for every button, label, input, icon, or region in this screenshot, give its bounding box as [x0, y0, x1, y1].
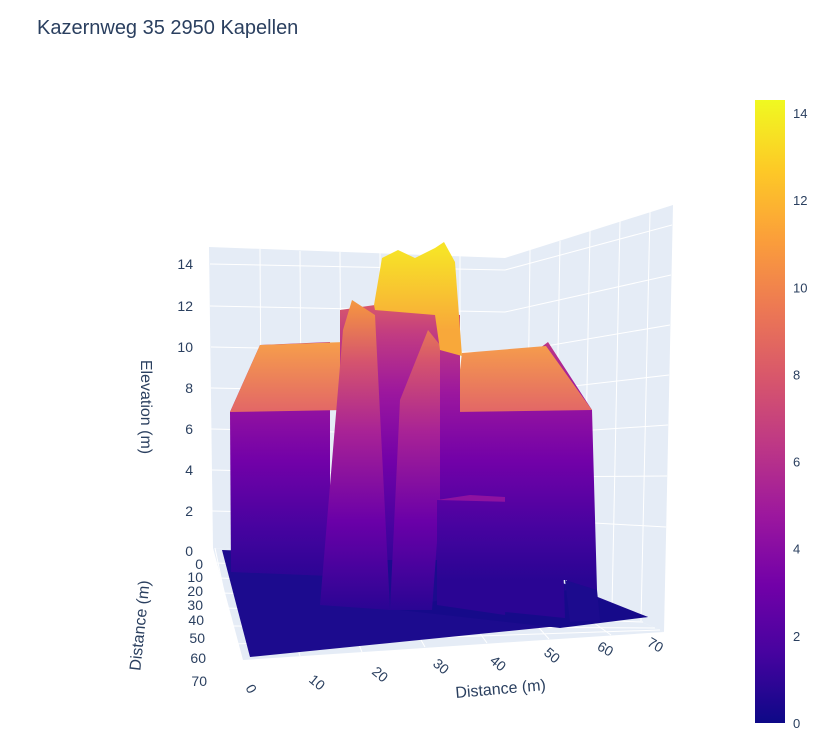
z-axis-title: Elevation (m) [137, 360, 154, 454]
front-tower-right [390, 330, 440, 610]
colorbar-tick: 4 [793, 542, 800, 557]
y-tick: 50 [189, 630, 205, 646]
right-wing-roof [455, 346, 592, 412]
left-wing-roof [230, 342, 345, 412]
z-tick: 4 [185, 462, 193, 478]
ridge-block [374, 242, 462, 356]
y-tick: 70 [191, 673, 207, 689]
colorbar-tick: 14 [793, 106, 807, 121]
gap-shadow [565, 580, 600, 622]
z-axis-ticks: 14 12 10 8 6 4 2 0 [177, 256, 193, 559]
y-tick: 40 [188, 612, 204, 628]
chart-title: Kazernweg 35 2950 Kapellen [37, 17, 298, 39]
z-tick: 12 [177, 298, 193, 314]
colorbar-tick: 0 [793, 716, 800, 731]
x-axis-title: Distance (m) [455, 677, 547, 702]
colorbar-tick: 10 [793, 280, 807, 295]
y-tick: 20 [187, 583, 203, 599]
front-right-face [505, 470, 565, 618]
y-tick: 60 [190, 650, 206, 666]
z-tick: 10 [177, 339, 193, 355]
x-tick: 0 [243, 681, 261, 696]
x-tick: 20 [369, 663, 391, 685]
y-axis-title: Distance (m) [127, 580, 153, 672]
y-axis-ticks: 0 10 20 30 40 50 60 70 [187, 556, 207, 689]
colorbar: 0 2 4 6 8 10 12 14 [755, 100, 807, 731]
z-tick: 6 [185, 421, 193, 437]
low-annex-roof [437, 495, 512, 502]
x-tick: 30 [430, 655, 452, 677]
z-tick: 8 [185, 380, 193, 396]
colorbar-gradient [755, 100, 785, 723]
colorbar-tick: 6 [793, 455, 800, 470]
x-tick: 70 [645, 634, 667, 656]
y-tick: 10 [187, 569, 203, 585]
x-tick: 50 [541, 644, 563, 666]
front-tower-left [320, 300, 390, 610]
elevation-surface[interactable] [222, 242, 648, 657]
x-tick: 10 [306, 671, 328, 693]
low-annex [437, 498, 512, 615]
colorbar-tick: 8 [793, 367, 800, 382]
colorbar-tick: 2 [793, 629, 800, 644]
colorbar-tick: 12 [793, 193, 807, 208]
x-tick: 40 [487, 652, 509, 674]
y-tick: 0 [195, 556, 203, 572]
x-tick: 60 [595, 638, 617, 660]
z-tick: 2 [185, 503, 193, 519]
z-tick: 0 [185, 543, 193, 559]
y-tick: 30 [187, 597, 203, 613]
z-tick: 14 [177, 256, 193, 272]
